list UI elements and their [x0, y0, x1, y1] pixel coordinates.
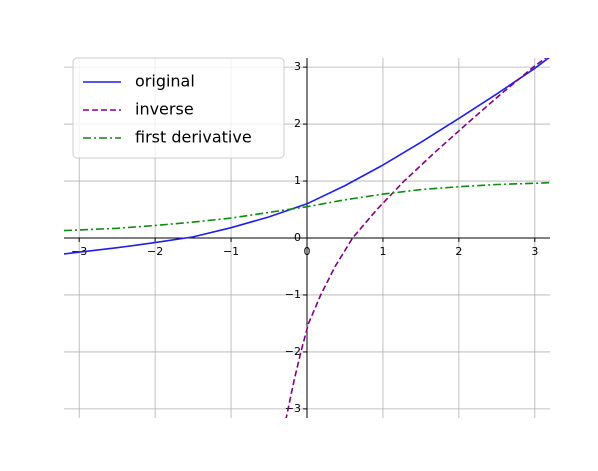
x-tick-label: 3	[531, 245, 538, 258]
legend: original inverse first derivative	[72, 57, 285, 159]
legend-label: first derivative	[135, 128, 252, 147]
y-tick-label: 3	[294, 60, 301, 73]
y-tick-label: 1	[294, 174, 301, 187]
x-tick-label: −1	[223, 245, 239, 258]
x-tick-label: −2	[147, 245, 163, 258]
line-series	[285, 58, 547, 418]
x-tick-label: 2	[455, 245, 462, 258]
line-series	[64, 58, 550, 255]
legend-label: original	[135, 72, 195, 91]
y-tick-label: 2	[294, 117, 301, 130]
legend-box	[72, 57, 285, 159]
x-tick-label: 1	[379, 245, 386, 258]
y-tick-label: −2	[285, 345, 301, 358]
y-tick-label: −3	[285, 402, 301, 415]
line-series	[64, 181, 550, 232]
legend-label: inverse	[135, 100, 194, 119]
plot-area	[64, 58, 550, 418]
y-tick-label: −1	[285, 288, 301, 301]
